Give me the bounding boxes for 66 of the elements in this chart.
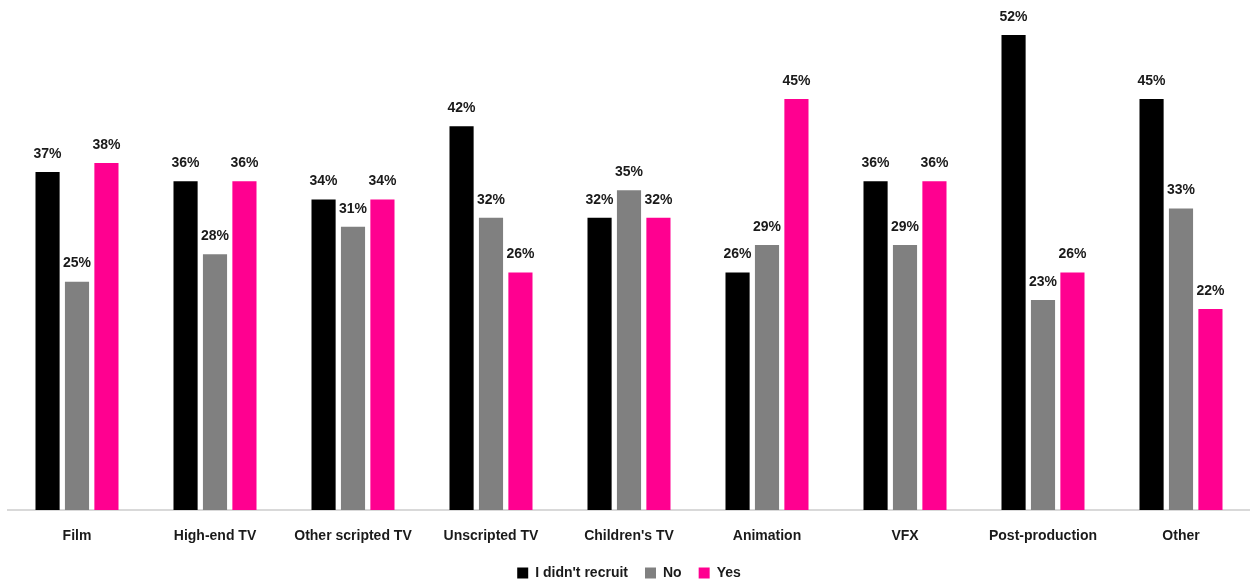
x-tick-label: Other scripted TV bbox=[294, 527, 413, 544]
data-label: 26% bbox=[506, 245, 535, 262]
bar bbox=[754, 245, 780, 510]
data-label: 32% bbox=[476, 190, 506, 207]
bar bbox=[616, 190, 642, 510]
data-label: 23% bbox=[1028, 272, 1058, 289]
bar bbox=[922, 181, 947, 510]
data-label: 25% bbox=[62, 254, 92, 271]
bar bbox=[725, 272, 750, 510]
bar bbox=[646, 217, 671, 510]
x-tick-label: Post-production bbox=[988, 527, 1098, 544]
data-label: 34% bbox=[368, 172, 397, 189]
data-label: 42% bbox=[447, 99, 477, 116]
bar bbox=[892, 245, 918, 510]
bar bbox=[370, 199, 395, 510]
data-label: 32% bbox=[585, 190, 615, 207]
x-tick-label: Unscripted TV bbox=[443, 527, 540, 544]
bar bbox=[508, 272, 533, 510]
bar bbox=[232, 181, 257, 510]
bar bbox=[478, 217, 504, 510]
bar bbox=[784, 98, 809, 510]
bar bbox=[173, 181, 198, 510]
bar bbox=[340, 226, 366, 510]
data-label: 36% bbox=[230, 154, 259, 171]
x-tick-label: Film bbox=[62, 527, 92, 544]
data-label: 31% bbox=[338, 199, 368, 216]
bar bbox=[1168, 208, 1194, 510]
bar bbox=[449, 126, 474, 510]
bar bbox=[94, 162, 119, 510]
bar bbox=[202, 254, 228, 510]
data-label: 29% bbox=[890, 217, 920, 234]
x-tick-label: Other bbox=[1162, 527, 1201, 544]
legend-label: I didn't recruit bbox=[535, 563, 629, 580]
data-label: 38% bbox=[92, 135, 121, 152]
data-label: 52% bbox=[999, 7, 1029, 24]
bar bbox=[1198, 309, 1223, 510]
data-label: 36% bbox=[920, 154, 949, 171]
data-label: 22% bbox=[1196, 281, 1225, 298]
x-tick-label: High-end TV bbox=[173, 527, 257, 544]
data-label: 36% bbox=[861, 154, 891, 171]
data-label: 29% bbox=[752, 217, 782, 234]
legend-label: Yes bbox=[716, 563, 741, 580]
bar bbox=[1060, 272, 1085, 510]
data-label: 33% bbox=[1166, 181, 1196, 198]
data-label: 35% bbox=[614, 163, 644, 180]
bar bbox=[64, 281, 90, 510]
data-label: 45% bbox=[1137, 71, 1167, 88]
bar bbox=[1030, 299, 1056, 510]
data-label: 26% bbox=[723, 245, 753, 262]
bar bbox=[1001, 35, 1026, 510]
data-label: 26% bbox=[1058, 245, 1087, 262]
bar bbox=[35, 172, 60, 510]
bar bbox=[587, 217, 612, 510]
data-label: 36% bbox=[171, 154, 201, 171]
legend-label: No bbox=[662, 563, 682, 580]
data-label: 34% bbox=[309, 172, 339, 189]
data-label: 28% bbox=[200, 227, 230, 244]
x-tick-label: Children's TV bbox=[584, 527, 675, 544]
x-tick-label: Animation bbox=[732, 527, 802, 544]
bar bbox=[311, 199, 336, 510]
bar bbox=[863, 181, 888, 510]
data-label: 45% bbox=[782, 71, 811, 88]
data-label: 37% bbox=[33, 144, 63, 161]
data-label: 32% bbox=[644, 190, 673, 207]
bar bbox=[1139, 98, 1164, 510]
x-tick-label: VFX bbox=[891, 527, 920, 544]
